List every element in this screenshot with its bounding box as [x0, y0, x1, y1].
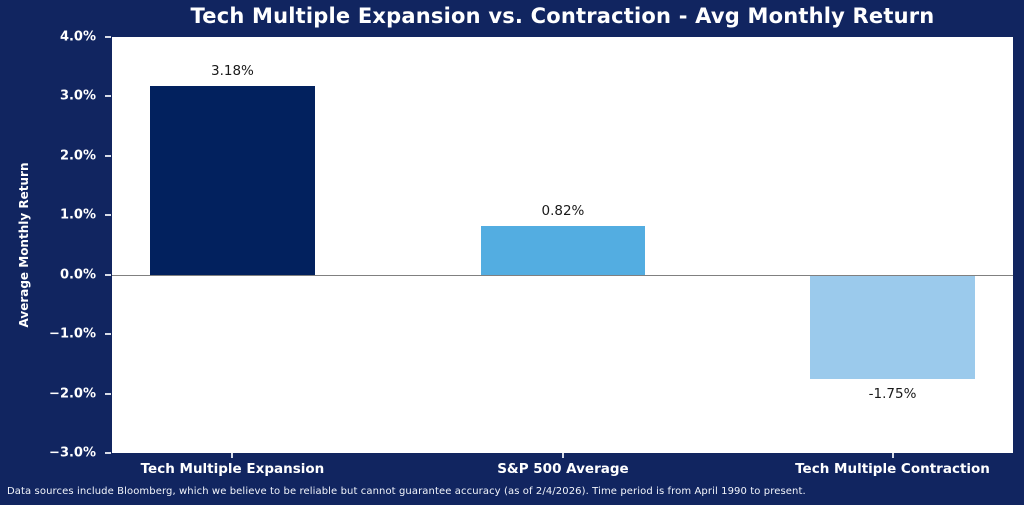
x-tick-mark: [561, 453, 564, 458]
y-tick-label: −3.0%: [49, 445, 96, 461]
y-tick-label: 2.0%: [59, 148, 96, 164]
y-tick-label: −2.0%: [49, 386, 96, 402]
plot-area: 3.18% 0.82% -1.75%: [112, 37, 1013, 453]
y-tick-label: 3.0%: [59, 88, 96, 104]
y-tick-label: 1.0%: [59, 207, 96, 223]
y-tick-mark: [105, 214, 111, 217]
chart-title: Tech Multiple Expansion vs. Contraction …: [190, 4, 935, 28]
bar-2: [480, 225, 646, 275]
x-axis: Tech Multiple Expansion S&P 500 Average Te…: [112, 453, 1013, 505]
x-category-label: Tech Multiple Expansion: [140, 461, 325, 477]
data-source-footnote: Data sources include Bloomberg, which we…: [7, 486, 806, 497]
y-tick-mark: [105, 273, 111, 276]
bar-value-label: -1.75%: [868, 385, 917, 402]
y-tick-mark: [105, 392, 111, 395]
y-tick-mark: [105, 36, 111, 38]
zero-baseline: [112, 274, 1013, 276]
x-tick-mark: [891, 453, 894, 458]
x-tick-mark: [231, 453, 234, 458]
y-tick-mark: [105, 95, 111, 98]
y-tick-mark: [105, 452, 111, 454]
x-category-label: Tech Multiple Contraction: [795, 461, 990, 477]
y-tick-label: 0.0%: [59, 267, 96, 283]
bar-value-label: 0.82%: [541, 202, 585, 219]
bar-value-label: 3.18%: [211, 62, 254, 79]
y-tick-mark: [105, 333, 111, 336]
y-tick-label: −1.0%: [49, 326, 96, 342]
bar-3: [810, 274, 975, 379]
y-tick-label: 4.0%: [59, 29, 96, 45]
y-axis: 4.0% 3.0% 2.0% 1.0% 0.0% −1.0% −2.0% −3.0%: [0, 30, 112, 461]
x-category-label: S&P 500 Average: [497, 461, 629, 477]
y-tick-mark: [105, 154, 111, 157]
bar-1: [150, 85, 315, 275]
